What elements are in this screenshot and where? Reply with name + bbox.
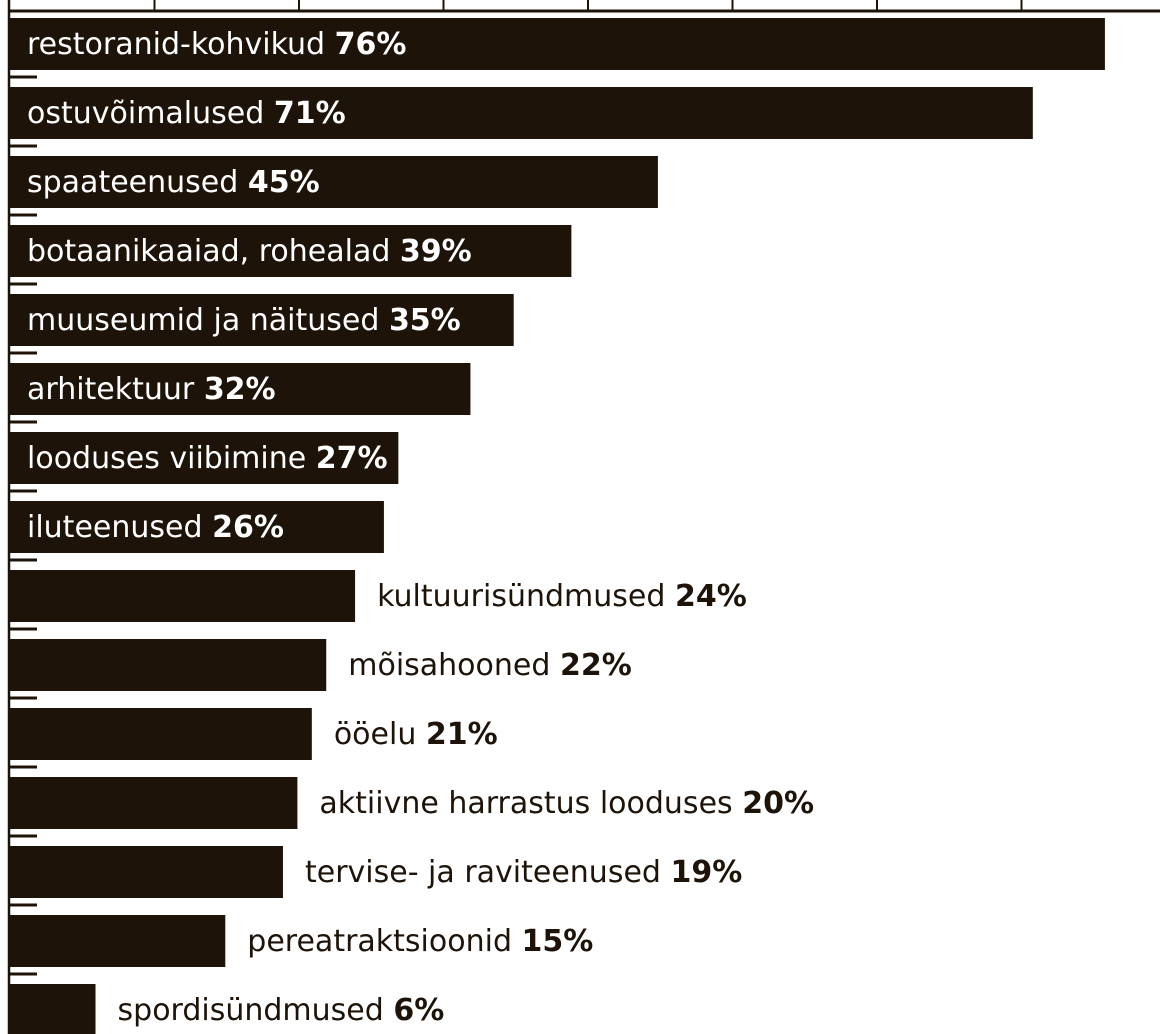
value-label: 32% [204,372,276,407]
bar-label: iluteenused 26% [27,510,284,545]
bar-label: ostuvõimalused 71% [27,96,346,131]
value-label: 20% [742,786,814,821]
category-label: mõisahooned [348,648,550,683]
category-label: spaateenused [27,165,238,200]
bar [9,639,327,691]
value-label: 26% [212,510,284,545]
category-label: kultuurisündmused [377,579,665,614]
bar-label: ööelu 21% [334,717,498,752]
category-label: looduses viibimine [27,441,306,476]
bar [9,708,312,760]
bar [9,846,283,898]
value-label: 6% [393,993,444,1028]
bar-label: aktiivne harrastus looduses 20% [319,786,814,821]
value-label: 76% [335,27,407,62]
category-label: tervise- ja raviteenused [305,855,661,890]
value-label: 21% [426,717,498,752]
bar-label: mõisahooned 22% [348,648,632,683]
bar-label: looduses viibimine 27% [27,441,388,476]
bar [9,777,298,829]
bar [9,432,399,484]
bar [9,87,1033,139]
category-label: aktiivne harrastus looduses [319,786,732,821]
bar-label: tervise- ja raviteenused 19% [305,855,742,890]
bar [9,570,356,622]
value-label: 39% [400,234,472,269]
value-label: 22% [560,648,632,683]
value-label: 71% [274,96,346,131]
bar [9,294,514,346]
bar-label: spaateenused 45% [27,165,320,200]
category-label: spordisündmused [118,993,384,1028]
category-label: restoranid-kohvikud [27,27,325,62]
value-label: 15% [522,924,594,959]
bar-label: kultuurisündmused 24% [377,579,747,614]
bar-label: pereatraktsioonid 15% [247,924,593,959]
bar-label: muuseumid ja näitused 35% [27,303,461,338]
bar [9,363,471,415]
bar [9,915,226,967]
value-label: 45% [248,165,320,200]
bar-label: botaanikaaiad, rohealad 39% [27,234,472,269]
bar [9,225,572,277]
bar [9,501,384,553]
category-label: muuseumid ja näitused [27,303,379,338]
category-label: pereatraktsioonid [247,924,512,959]
bar-label: arhitektuur 32% [27,372,276,407]
category-label: botaanikaaiad, rohealad [27,234,390,269]
value-label: 27% [316,441,388,476]
category-label: ööelu [334,717,417,752]
bar-label: spordisündmused 6% [118,993,445,1028]
bar-label: restoranid-kohvikud 76% [27,27,406,62]
bar [9,984,96,1034]
category-label: ostuvõimalused [27,96,264,131]
bar [9,18,1105,70]
value-label: 35% [389,303,461,338]
bar [9,156,658,208]
value-label: 19% [671,855,743,890]
category-label: arhitektuur [27,372,195,407]
value-label: 24% [675,579,747,614]
category-label: iluteenused [27,510,203,545]
